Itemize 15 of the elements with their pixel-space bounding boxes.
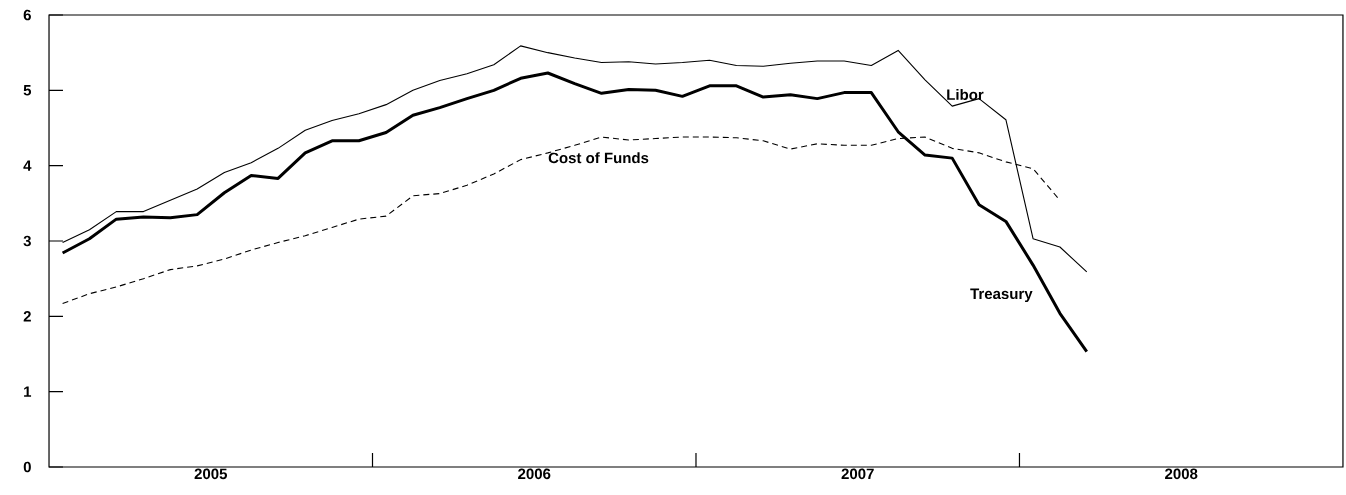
series-label: Treasury xyxy=(970,288,1033,303)
x-tick-label: 2007 xyxy=(841,468,874,480)
x-tick-label: 2005 xyxy=(194,468,228,480)
y-tick-label: 1 xyxy=(24,386,32,397)
y-tick-label: 0 xyxy=(23,461,31,473)
series-label: Cost of Funds xyxy=(548,152,649,164)
series-label: Libor xyxy=(947,88,984,100)
x-tick-label: 2006 xyxy=(518,468,551,480)
y-tick-label: 5 xyxy=(23,85,32,96)
y-tick-label: 2 xyxy=(23,311,31,322)
y-tick-label: 3 xyxy=(23,235,31,247)
line-series xyxy=(61,71,1089,354)
y-tick-label: 6 xyxy=(23,9,31,21)
x-tick-label: 2008 xyxy=(1165,468,1198,480)
y-tick-label: 4 xyxy=(23,160,32,171)
